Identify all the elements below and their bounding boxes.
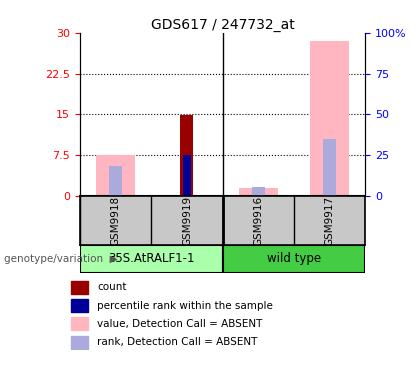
Bar — [181, 115, 193, 196]
Text: GSM9919: GSM9919 — [182, 195, 192, 246]
Text: 35S.AtRALF1-1: 35S.AtRALF1-1 — [108, 253, 194, 265]
FancyBboxPatch shape — [223, 245, 365, 273]
Bar — [71, 336, 88, 349]
Bar — [323, 139, 336, 196]
Bar — [183, 155, 191, 196]
Bar — [71, 281, 88, 294]
Bar — [71, 317, 88, 330]
Bar — [239, 188, 278, 196]
Text: rank, Detection Call = ABSENT: rank, Detection Call = ABSENT — [97, 337, 257, 347]
Text: GSM9916: GSM9916 — [253, 195, 263, 246]
Bar — [109, 167, 122, 196]
Bar — [71, 299, 88, 312]
Text: count: count — [97, 282, 126, 292]
Bar — [96, 155, 135, 196]
Text: GSM9918: GSM9918 — [110, 195, 121, 246]
FancyBboxPatch shape — [80, 245, 223, 273]
Title: GDS617 / 247732_at: GDS617 / 247732_at — [151, 18, 294, 32]
Text: value, Detection Call = ABSENT: value, Detection Call = ABSENT — [97, 319, 262, 329]
Bar — [252, 187, 265, 196]
Text: percentile rank within the sample: percentile rank within the sample — [97, 300, 273, 311]
Text: wild type: wild type — [267, 253, 321, 265]
Text: genotype/variation  ▶: genotype/variation ▶ — [4, 254, 118, 264]
Text: GSM9917: GSM9917 — [325, 195, 335, 246]
Bar — [310, 41, 349, 196]
